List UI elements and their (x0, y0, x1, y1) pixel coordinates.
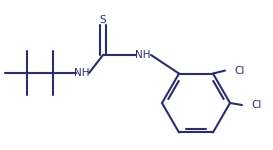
Text: NH: NH (135, 50, 151, 60)
Text: NH: NH (74, 68, 90, 78)
Text: Cl: Cl (251, 100, 261, 110)
Text: S: S (100, 15, 106, 25)
Text: Cl: Cl (234, 66, 244, 76)
